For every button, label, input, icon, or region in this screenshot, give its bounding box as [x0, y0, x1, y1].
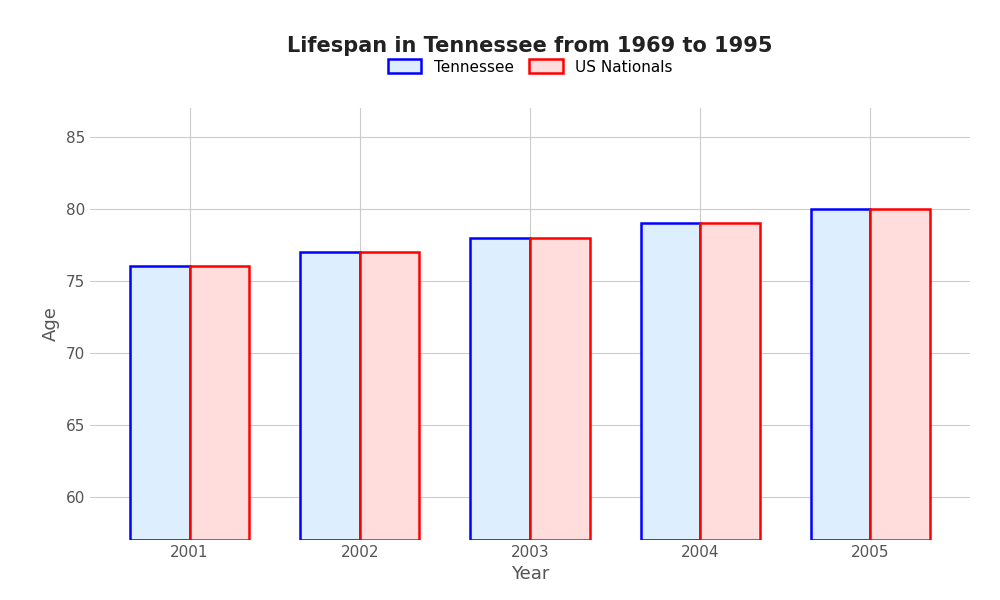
Bar: [700, 223, 760, 540]
Bar: [190, 266, 249, 540]
Bar: [811, 209, 870, 540]
Bar: [360, 252, 419, 540]
Bar: [130, 266, 190, 540]
Bar: [530, 238, 590, 540]
Bar: [300, 252, 360, 540]
X-axis label: Year: Year: [511, 565, 549, 583]
Bar: [641, 223, 700, 540]
Bar: [870, 209, 930, 540]
Y-axis label: Age: Age: [42, 307, 60, 341]
Title: Lifespan in Tennessee from 1969 to 1995: Lifespan in Tennessee from 1969 to 1995: [287, 37, 773, 56]
Bar: [470, 238, 530, 540]
Legend: Tennessee, US Nationals: Tennessee, US Nationals: [388, 59, 672, 74]
